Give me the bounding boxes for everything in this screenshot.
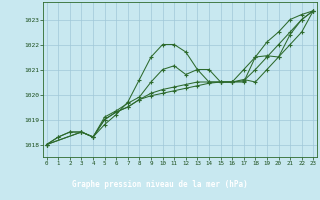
Text: Graphe pression niveau de la mer (hPa): Graphe pression niveau de la mer (hPa) xyxy=(72,180,248,189)
